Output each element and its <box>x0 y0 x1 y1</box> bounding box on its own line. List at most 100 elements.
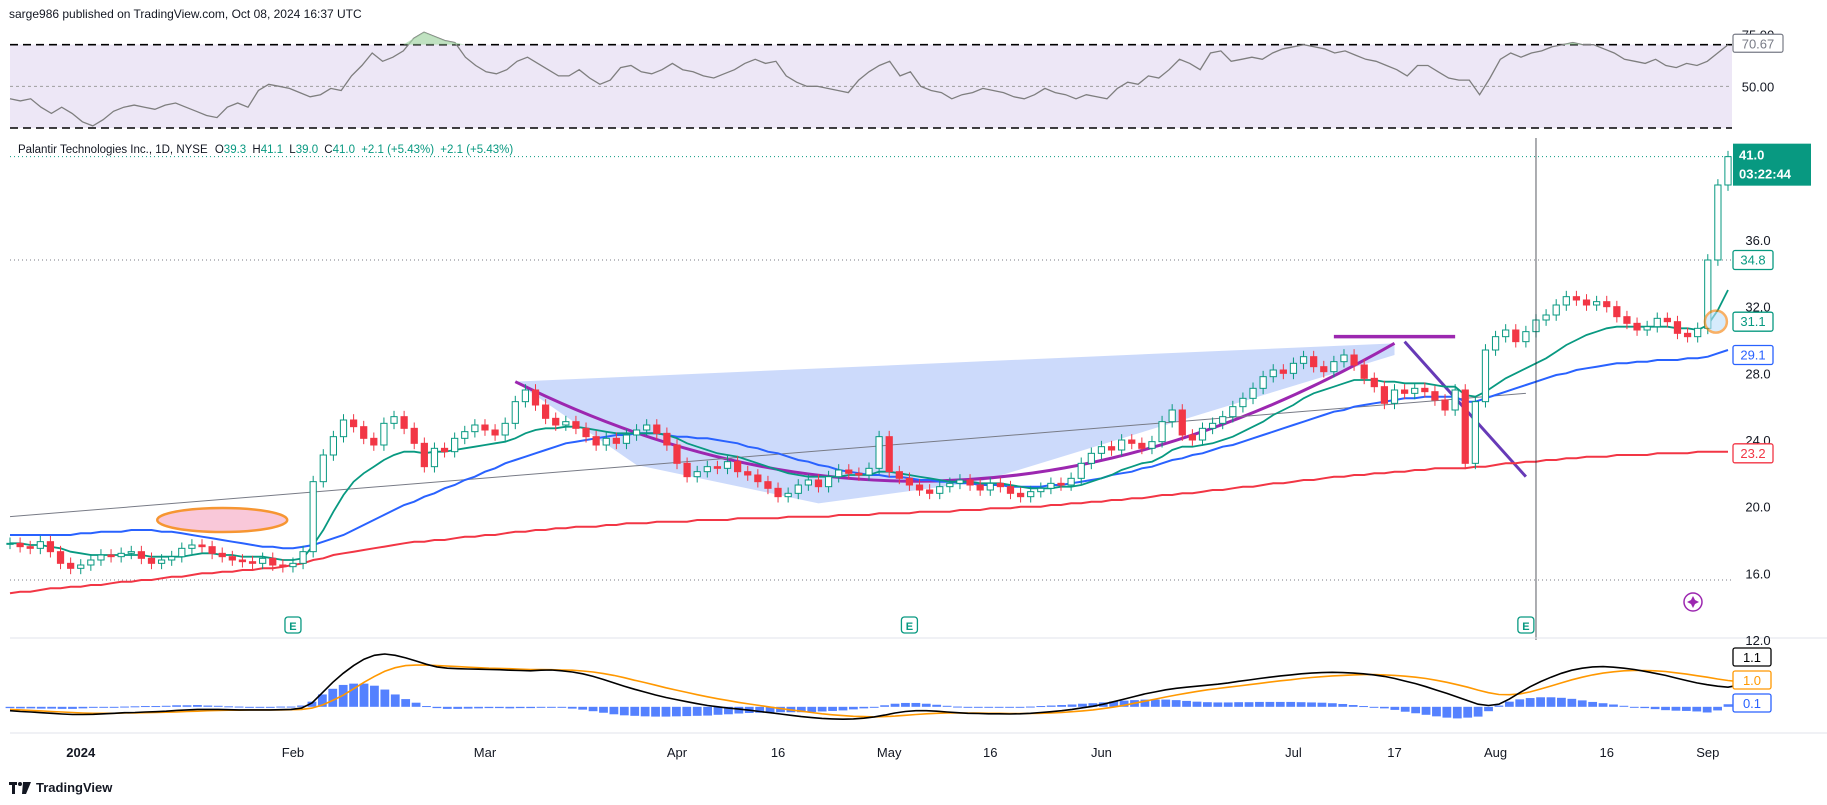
candle-body <box>299 551 307 564</box>
macd-hist-bar <box>5 706 15 709</box>
macd-hist-bar <box>130 706 140 708</box>
candle-body <box>926 489 934 494</box>
candle-body <box>1128 439 1136 444</box>
candle-body <box>1411 387 1419 394</box>
candle-body <box>117 552 125 558</box>
candle-body <box>643 424 651 431</box>
macd-hist-bar <box>817 706 827 712</box>
candle-body <box>1087 452 1095 464</box>
price-y-tick: 28.0 <box>1745 366 1770 381</box>
candle-body <box>137 551 145 559</box>
candle-body <box>1502 329 1510 338</box>
macd-hist-bar <box>1536 697 1545 707</box>
candle-body <box>400 416 408 429</box>
earnings-marker-label: E <box>289 621 296 633</box>
macd-hist-bar <box>328 688 338 707</box>
candle-body <box>107 554 115 558</box>
price-label-box <box>1732 249 1774 271</box>
candle-body <box>218 552 226 558</box>
macd-hist-bar <box>1109 701 1119 707</box>
candle-body <box>471 424 479 433</box>
candle-body <box>16 542 24 548</box>
candle-body <box>713 466 722 469</box>
macd-hist-bar <box>1692 706 1702 712</box>
candle-body <box>1249 387 1257 399</box>
publish-header: sarge986 published on TradingView.com, O… <box>9 7 362 21</box>
candle-body <box>531 389 540 406</box>
earnings-marker[interactable]: E <box>284 616 302 634</box>
candle-body <box>1148 441 1156 449</box>
earnings-marker[interactable]: E <box>900 616 919 634</box>
candle-body <box>885 436 893 473</box>
macd-hist-bar <box>172 705 181 707</box>
macd-hist-bar <box>765 706 775 713</box>
candle-body <box>1653 317 1661 328</box>
macd-hist-bar <box>1015 706 1025 708</box>
macd-hist-bar <box>140 706 150 708</box>
macd-hist-bar <box>432 706 442 709</box>
macd-hist-bar <box>16 706 25 709</box>
macd-hist-bar <box>755 706 765 713</box>
candle-body <box>1239 397 1247 408</box>
macd-hist-bar <box>1150 699 1160 707</box>
macd-hist-bar <box>1057 705 1067 707</box>
candle-body <box>1694 327 1702 338</box>
candle-body <box>87 559 95 566</box>
close-value: 41.0 <box>332 144 355 156</box>
macd-hist-bar <box>1234 702 1244 707</box>
x-axis-tick: 17 <box>1387 745 1401 760</box>
macd-hist-bar <box>1140 699 1150 707</box>
candle-body <box>1047 482 1055 489</box>
earnings-marker-label: E <box>1522 621 1529 633</box>
symbol-name[interactable]: Palantir Technologies Inc., 1D, NYSE <box>18 144 208 156</box>
x-axis-tick: Aug <box>1484 745 1507 760</box>
macd-hist-bar <box>1348 705 1358 707</box>
candle-body <box>1441 399 1449 411</box>
macd-hist-bar <box>599 706 608 713</box>
candle-body <box>1097 446 1106 454</box>
macd-hist-bar <box>193 705 202 707</box>
candle-body <box>1107 446 1116 451</box>
macd-hist-bar <box>1588 701 1598 707</box>
candle-body <box>147 557 156 564</box>
macd-hist-bar <box>703 706 713 716</box>
candle-body <box>845 469 853 474</box>
macd-hist-bar <box>161 705 171 707</box>
macd-hist-bar <box>1255 701 1264 707</box>
candle-body <box>390 416 398 424</box>
candle-body <box>1461 389 1469 464</box>
macd-hist-bar <box>973 706 983 708</box>
macd-hist-bar <box>484 706 494 709</box>
macd-hist-bar <box>536 706 546 708</box>
macd-hist-bar <box>1067 704 1077 707</box>
open-label: O <box>214 144 224 156</box>
macd-hist-bar <box>1192 701 1202 707</box>
candle-body <box>804 479 812 486</box>
footer-brand: TradingView <box>9 780 112 795</box>
macd-hist-bar <box>515 706 525 709</box>
candle-body <box>592 436 600 446</box>
macd-hist-bar <box>109 706 119 708</box>
earnings-marker[interactable]: E <box>1517 616 1535 634</box>
candle-body <box>1118 439 1126 451</box>
macd-hist-bar <box>880 705 890 707</box>
macd-hist-bar <box>1078 703 1087 707</box>
macd-hist-bar <box>848 706 858 710</box>
candle-body <box>1633 322 1641 331</box>
candle-body <box>1390 389 1399 404</box>
macd-hist-bar <box>1182 700 1191 707</box>
price-label-text: 34.8 <box>1740 253 1765 268</box>
candle-body <box>1067 477 1075 486</box>
candle-body <box>329 436 338 456</box>
candle-body <box>764 481 772 489</box>
macd-line <box>9 653 1750 721</box>
macd-hist-bar <box>349 683 358 707</box>
macd-hist-bar <box>265 706 275 708</box>
candle-body <box>966 479 974 486</box>
sparkle-icon[interactable] <box>1687 596 1699 608</box>
price-label-text: 29.1 <box>1740 348 1765 363</box>
price-label-box <box>1732 311 1774 332</box>
macd-hist-bar <box>1327 703 1337 707</box>
